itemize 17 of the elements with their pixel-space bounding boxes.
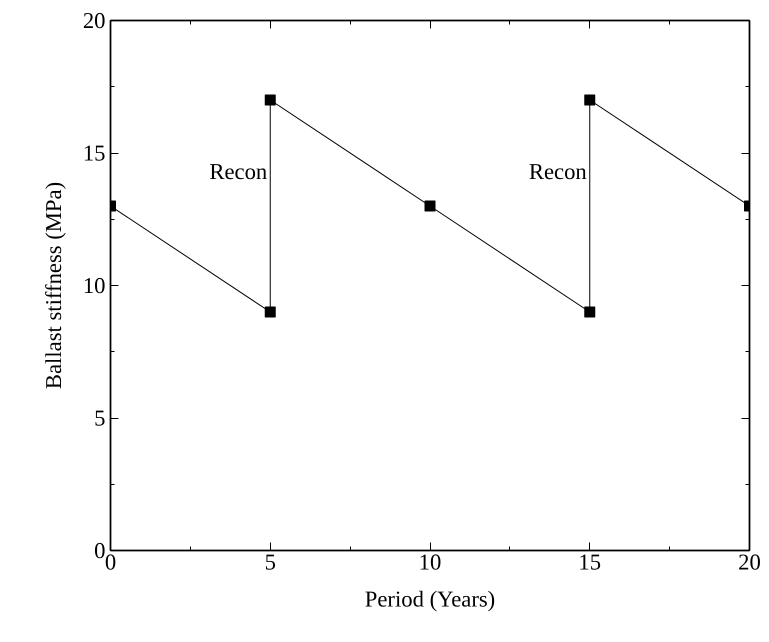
y-tick-label: 15 <box>82 140 106 166</box>
y-axis-title: Ballast stiffness (MPa) <box>40 182 66 390</box>
point <box>424 200 436 212</box>
x-tick-label: 5 <box>264 550 276 574</box>
point <box>584 306 596 318</box>
y-tick-label: 10 <box>82 273 106 298</box>
x-axis-title: Period (Years) <box>364 586 496 612</box>
x-tick-label: 10 <box>418 550 442 574</box>
x-tick-label: 20 <box>738 550 761 574</box>
annotation: Recon <box>528 159 587 184</box>
point <box>264 306 276 318</box>
annotation: Recon <box>209 159 268 184</box>
x-tick-label: 15 <box>578 550 602 574</box>
point <box>584 94 596 106</box>
y-tick-label: 20 <box>82 8 106 33</box>
y-tick-label: 5 <box>94 406 106 430</box>
point <box>264 94 276 106</box>
